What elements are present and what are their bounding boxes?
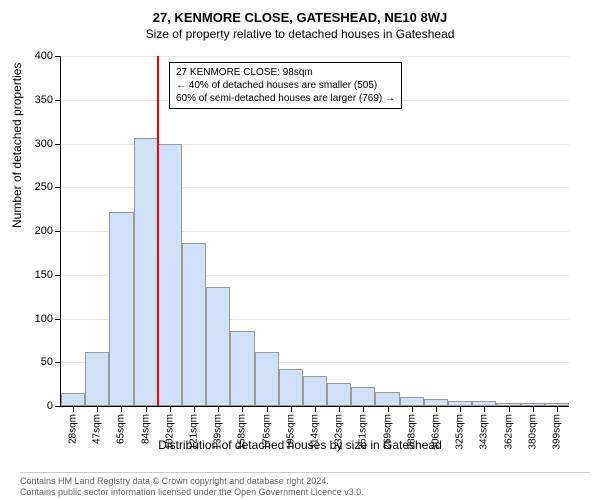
ytick bbox=[55, 144, 61, 145]
ytick bbox=[55, 362, 61, 363]
footer: Contains HM Land Registry data © Crown c… bbox=[20, 472, 590, 498]
xtick bbox=[533, 406, 534, 412]
histogram-bar bbox=[400, 397, 424, 406]
ytick bbox=[55, 231, 61, 232]
xtick bbox=[242, 406, 243, 412]
xtick bbox=[218, 406, 219, 412]
histogram-bar bbox=[375, 392, 399, 406]
ytick bbox=[55, 187, 61, 188]
ytick-label: 50 bbox=[41, 356, 53, 368]
ytick-label: 400 bbox=[35, 50, 53, 62]
histogram-bar bbox=[424, 399, 448, 406]
histogram-bar bbox=[351, 387, 375, 406]
chart-title-main: 27, KENMORE CLOSE, GATESHEAD, NE10 8WJ bbox=[0, 10, 600, 25]
y-axis-label: Number of detached properties bbox=[10, 63, 24, 228]
xtick bbox=[412, 406, 413, 412]
xtick bbox=[73, 406, 74, 412]
ytick bbox=[55, 100, 61, 101]
ytick-label: 0 bbox=[47, 400, 53, 412]
histogram-bar bbox=[109, 212, 133, 406]
ytick bbox=[55, 275, 61, 276]
histogram-bar bbox=[61, 393, 85, 406]
plot-area: 05010015020025030035040028sqm47sqm65sqm8… bbox=[60, 56, 569, 407]
chart-container: 27, KENMORE CLOSE, GATESHEAD, NE10 8WJ S… bbox=[0, 8, 600, 468]
xtick bbox=[509, 406, 510, 412]
annotation-line2: ← 40% of detached houses are smaller (50… bbox=[176, 79, 395, 92]
histogram-bar bbox=[255, 352, 279, 406]
xtick bbox=[557, 406, 558, 412]
histogram-bar bbox=[327, 383, 351, 406]
chart-title-sub: Size of property relative to detached ho… bbox=[0, 27, 600, 41]
xtick bbox=[97, 406, 98, 412]
ytick bbox=[55, 406, 61, 407]
ytick-label: 150 bbox=[35, 269, 53, 281]
histogram-bar bbox=[303, 376, 327, 406]
ytick bbox=[55, 56, 61, 57]
annotation-line1: 27 KENMORE CLOSE: 98sqm bbox=[176, 66, 395, 79]
xtick bbox=[170, 406, 171, 412]
histogram-bar bbox=[230, 331, 254, 406]
ytick-label: 300 bbox=[35, 138, 53, 150]
x-axis-label: Distribution of detached houses by size … bbox=[0, 438, 600, 452]
ytick-label: 200 bbox=[35, 225, 53, 237]
gridline bbox=[61, 56, 569, 57]
histogram-bar bbox=[85, 352, 109, 406]
ytick-label: 350 bbox=[35, 94, 53, 106]
ytick bbox=[55, 319, 61, 320]
xtick bbox=[267, 406, 268, 412]
histogram-bar bbox=[206, 287, 230, 406]
xtick bbox=[484, 406, 485, 412]
footer-line2: Contains public sector information licen… bbox=[20, 487, 590, 498]
xtick bbox=[315, 406, 316, 412]
histogram-bar bbox=[182, 243, 206, 406]
annotation-box: 27 KENMORE CLOSE: 98sqm ← 40% of detache… bbox=[169, 62, 402, 109]
xtick bbox=[146, 406, 147, 412]
footer-line1: Contains HM Land Registry data © Crown c… bbox=[20, 476, 590, 487]
histogram-bar bbox=[134, 138, 158, 406]
ytick-label: 100 bbox=[35, 313, 53, 325]
histogram-bar bbox=[158, 144, 182, 407]
xtick bbox=[339, 406, 340, 412]
xtick bbox=[291, 406, 292, 412]
xtick bbox=[436, 406, 437, 412]
xtick bbox=[460, 406, 461, 412]
annotation-line3: 60% of semi-detached houses are larger (… bbox=[176, 92, 395, 105]
xtick bbox=[194, 406, 195, 412]
xtick bbox=[388, 406, 389, 412]
ytick-label: 250 bbox=[35, 181, 53, 193]
marker-line bbox=[157, 56, 159, 406]
histogram-bar bbox=[279, 369, 303, 406]
xtick bbox=[363, 406, 364, 412]
xtick bbox=[121, 406, 122, 412]
